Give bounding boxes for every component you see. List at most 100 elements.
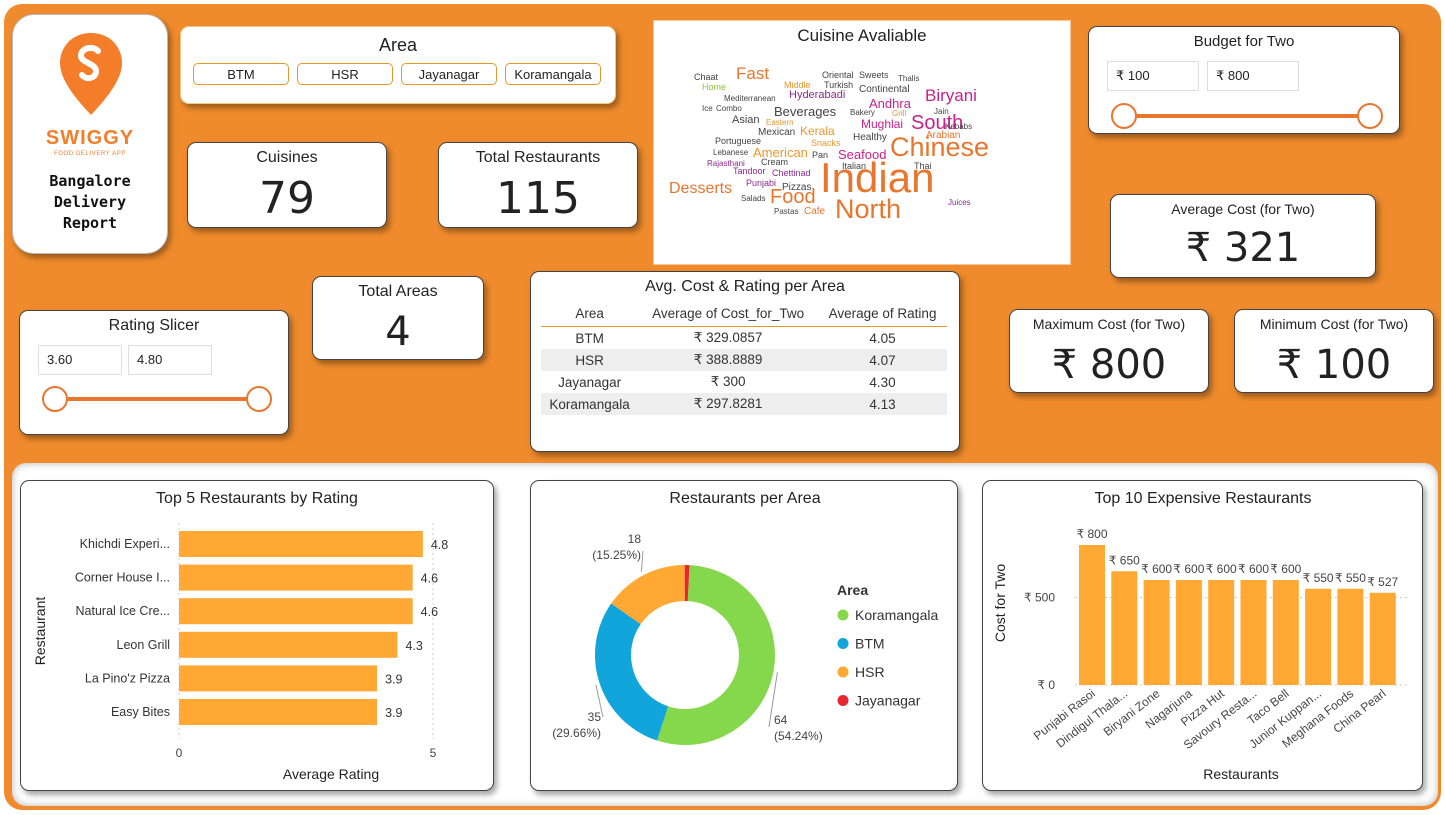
dashboard-canvas: SWIGGY FOOD DELIVERY APP Bangalore Deliv… <box>4 4 1441 810</box>
data-label: 3.9 <box>385 706 402 720</box>
area-option-btm[interactable]: BTM <box>193 63 289 85</box>
area-option-hsr[interactable]: HSR <box>297 63 393 85</box>
bar <box>1111 571 1138 685</box>
area-slicer-title: Area <box>378 35 418 55</box>
cuisine-word: Seafood <box>838 147 887 162</box>
table-cell: Koramangala <box>541 393 639 415</box>
legend-marker <box>837 609 849 621</box>
slice-pct-label: (54.24%) <box>774 729 823 743</box>
cuisine-word: Tandoor <box>733 166 766 176</box>
cuisine-word: Andhra <box>869 96 911 111</box>
budget-slider-track[interactable] <box>1123 114 1369 118</box>
chart-title: Top 5 Restaurants by Rating <box>156 490 358 507</box>
cuisine-word: Chinese <box>890 132 990 162</box>
cuisine-word: Indian <box>820 154 935 201</box>
cuisine-word: Mexican <box>758 127 796 138</box>
cuisine-word: Sweets <box>859 70 889 80</box>
data-label: 4.6 <box>421 572 438 586</box>
table-cell: 4.13 <box>818 393 947 415</box>
cuisine-word: Arabian <box>926 130 961 141</box>
budget-slider-low-handle[interactable] <box>1111 103 1137 129</box>
cuisine-word: Rajasthani <box>707 159 745 168</box>
column-header-avg-cost[interactable]: Average of Cost_for_Two <box>638 300 819 327</box>
cuisine-word: Thalis <box>898 74 920 83</box>
budget-slicer-title: Budget for Two <box>1193 33 1295 50</box>
data-label: ₹ 800 <box>1077 527 1108 541</box>
cuisine-word: Healthy <box>853 132 887 143</box>
data-label: 4.8 <box>431 538 448 552</box>
kpi-max-cost-value: ₹ 800 <box>1051 342 1167 388</box>
cuisine-word: Fast <box>736 64 770 83</box>
chart-title: Restaurants per Area <box>669 490 820 507</box>
report-title-line: Bangalore <box>49 172 131 190</box>
column-header-area[interactable]: Area <box>541 300 639 327</box>
slice-value-label: 64 <box>774 713 788 727</box>
slice-value-label: 35 <box>588 710 602 724</box>
cuisine-word: Oriental <box>822 70 854 80</box>
cuisine-word: Kerala <box>800 124 835 138</box>
top5-rating-chart-card: Top 5 Restaurants by Rating Khichdi Exper… <box>20 480 494 791</box>
rating-slider-high-handle[interactable] <box>246 386 272 412</box>
bar <box>179 631 398 658</box>
area-option-koramangala[interactable]: Koramangala <box>505 63 601 85</box>
cuisine-word: Home <box>702 82 727 92</box>
bar <box>179 564 413 591</box>
bar <box>1175 580 1202 685</box>
cuisine-word: Pastas <box>774 207 799 216</box>
cuisine-word: Pan <box>812 150 829 160</box>
kpi-avg-cost-label: Average Cost (for Two) <box>1171 201 1315 217</box>
bar <box>1369 592 1396 685</box>
legend-title: Area <box>837 582 868 598</box>
brand-name: SWIGGY <box>45 127 135 149</box>
leader-line <box>640 550 644 572</box>
budget-min-input[interactable]: ₹ 100 <box>1107 61 1199 91</box>
rating-slider-track[interactable] <box>54 397 258 401</box>
pie-slice <box>595 603 669 741</box>
legend-marker <box>837 666 849 678</box>
bar <box>1337 588 1364 685</box>
cuisine-word: Thai <box>914 161 932 171</box>
table-row: BTM ₹ 329.0857 4.05 <box>541 327 947 350</box>
category-label: Khichdi Experi... <box>80 537 170 551</box>
bar <box>1272 580 1299 685</box>
cuisine-word: Juices <box>948 198 971 207</box>
area-option-jayanagar[interactable]: Jayanagar <box>401 63 497 85</box>
cuisine-word: Lebanese <box>713 148 749 157</box>
table-cell: HSR <box>541 349 639 371</box>
rating-max-input[interactable]: 4.80 <box>128 345 212 375</box>
charts-panel: Top 5 Restaurants by Rating Khichdi Exper… <box>12 463 1438 806</box>
column-header-avg-rating[interactable]: Average of Rating <box>818 300 947 327</box>
x-axis-title: Average Rating <box>283 766 379 782</box>
cuisine-word: Mediterranean <box>724 94 776 103</box>
report-title: Bangalore Delivery Report <box>13 171 167 234</box>
rating-min-input[interactable]: 3.60 <box>38 345 122 375</box>
pie-slice <box>611 565 685 625</box>
restaurants-per-area-chart: Restaurants per Area 64 (54.24%) 35 (29.66%)… <box>552 490 938 745</box>
budget-slider-high-handle[interactable] <box>1357 103 1383 129</box>
table-cell: 4.05 <box>869 330 896 346</box>
cuisine-word: Ice <box>702 104 713 113</box>
area-slicer: Area BTM HSR Jayanagar Koramangala <box>180 26 616 104</box>
cuisine-word: Salads <box>741 194 766 203</box>
category-label: Leon Grill <box>117 638 171 652</box>
data-label: ₹ 550 <box>1335 571 1366 585</box>
data-label: ₹ 650 <box>1109 553 1140 567</box>
cuisine-word: South <box>911 112 964 134</box>
cuisine-word: Middle <box>784 80 811 90</box>
table-cell: ₹ 300 <box>710 374 746 389</box>
cuisine-word: Food <box>770 186 816 208</box>
kpi-total-areas: Total Areas 4 <box>312 276 484 360</box>
data-label: ₹ 600 <box>1270 562 1301 576</box>
cuisine-word: Asian <box>732 114 760 126</box>
table-header-row: Area Average of Cost_for_Two Average of … <box>541 300 947 327</box>
rating-slider-low-handle[interactable] <box>42 386 68 412</box>
cuisine-word: Desserts <box>669 180 733 197</box>
bar <box>1208 580 1235 685</box>
budget-max-input[interactable]: ₹ 800 <box>1207 61 1299 91</box>
budget-slicer: Budget for Two ₹ 100 ₹ 800 <box>1088 26 1400 134</box>
cuisine-word: Portuguese <box>715 136 762 146</box>
bar <box>1143 580 1170 685</box>
cuisine-word: Chettinad <box>772 168 811 178</box>
kpi-max-cost: Maximum Cost (for Two) ₹ 800 <box>1009 309 1209 393</box>
y-axis-title: Restaurant <box>32 597 48 666</box>
